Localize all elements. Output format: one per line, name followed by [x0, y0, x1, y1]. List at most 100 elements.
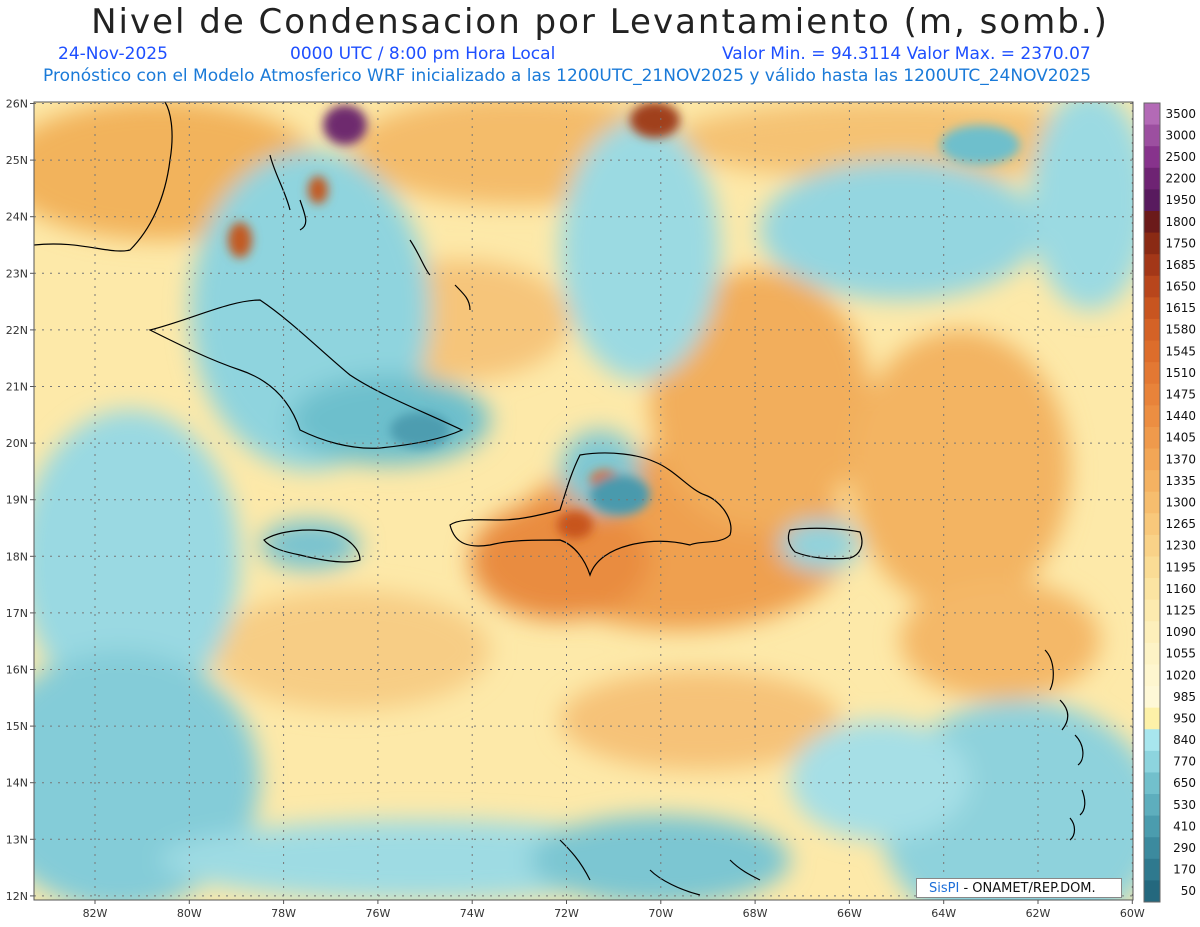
- colorbar-label: 1160: [1165, 582, 1196, 596]
- colorbar-swatch: [1144, 772, 1160, 795]
- colorbar-swatch: [1144, 167, 1160, 190]
- colorbar-label: 1055: [1165, 647, 1196, 661]
- colorbar-label: 1370: [1165, 452, 1196, 466]
- colorbar-label: 1475: [1165, 388, 1196, 402]
- colorbar-label: 1440: [1165, 409, 1196, 423]
- colorbar-label: 410: [1173, 819, 1196, 833]
- longitude-label: 76W: [365, 907, 390, 920]
- colorbar-label: 1650: [1165, 280, 1196, 294]
- latitude-label: 14N: [6, 777, 28, 790]
- colorbar-label: 1230: [1165, 539, 1196, 553]
- colorbar-swatch: [1144, 837, 1160, 860]
- colorbar-label: 3000: [1165, 128, 1196, 142]
- colorbar-label: 840: [1173, 733, 1196, 747]
- latitude-label: 12N: [6, 890, 28, 903]
- colorbar-swatch: [1144, 621, 1160, 644]
- colorbar-swatch: [1144, 642, 1160, 665]
- colorbar-label: 1950: [1165, 193, 1196, 207]
- colorbar-label: 50: [1181, 884, 1196, 898]
- colorbar-label: 1335: [1165, 474, 1196, 488]
- colorbar-swatch: [1144, 232, 1160, 255]
- colorbar-label: 1615: [1165, 301, 1196, 315]
- south-america-coast: [559, 839, 761, 896]
- latitude-label: 21N: [6, 381, 28, 394]
- colorbar: 3500 3000 2500 2200 1950 1800 1750 1685 1650 1615…: [1143, 102, 1196, 903]
- colorbar-swatch: [1144, 318, 1160, 342]
- colorbar-swatch: [1144, 210, 1160, 234]
- map-frame: [33, 101, 1134, 901]
- colorbar-swatch: [1144, 297, 1160, 320]
- colorbar-swatch: [1144, 146, 1160, 169]
- colorbar-swatch: [1144, 491, 1160, 514]
- colorbar-swatch: [1144, 124, 1160, 147]
- colorbar-swatch: [1144, 534, 1160, 557]
- colorbar-label: 950: [1173, 711, 1196, 725]
- longitude-label: 74W: [460, 907, 485, 920]
- colorbar-swatch: [1144, 362, 1160, 385]
- longitude-label: 78W: [271, 907, 296, 920]
- colorbar-label: 1195: [1165, 560, 1196, 574]
- colorbar-swatch: [1144, 815, 1160, 838]
- colorbar-swatch: [1144, 470, 1160, 493]
- colorbar-label: 1090: [1165, 625, 1196, 639]
- credit-box: SisPI - ONAMET/REP.DOM.: [916, 878, 1122, 898]
- colorbar-label: 1125: [1165, 603, 1196, 617]
- colorbar-label: 170: [1173, 863, 1196, 877]
- colorbar-label: 770: [1173, 755, 1196, 769]
- colorbar-swatch: [1144, 707, 1160, 730]
- colorbar-swatch: [1144, 340, 1160, 363]
- bahamas-coast: [269, 154, 471, 311]
- longitude-label: 82W: [83, 907, 108, 920]
- colorbar-label: 650: [1173, 776, 1196, 790]
- longitude-label: 66W: [837, 907, 862, 920]
- latitude-label: 18N: [6, 550, 28, 563]
- colorbar-swatch: [1144, 578, 1160, 601]
- latitude-label: 13N: [6, 833, 28, 846]
- colorbar-label: 1265: [1165, 517, 1196, 531]
- colorbar-swatch: [1144, 556, 1160, 579]
- colorbar-swatch: [1144, 254, 1160, 277]
- colorbar-swatch: [1144, 405, 1160, 428]
- condensation-field: [34, 102, 1133, 900]
- colorbar-label: 290: [1173, 841, 1196, 855]
- longitude-label: 72W: [554, 907, 579, 920]
- jamaica-coast: [263, 529, 361, 563]
- model-description: Pronóstico con el Modelo Atmosferico WRF…: [43, 66, 1092, 86]
- colorbar-swatch: [1144, 750, 1160, 773]
- latitude-label: 25N: [6, 154, 28, 167]
- colorbar-swatch: [1144, 880, 1160, 903]
- colorbar-swatch: [1144, 599, 1160, 622]
- latitude-label: 24N: [6, 211, 28, 224]
- colorbar-label: 530: [1173, 798, 1196, 812]
- latitude-label: 26N: [6, 98, 28, 111]
- colorbar-swatch: [1144, 275, 1160, 298]
- colorbar-swatch: [1144, 858, 1160, 881]
- colorbar-label: 1750: [1165, 236, 1196, 250]
- colorbar-label: 1510: [1165, 366, 1196, 380]
- latitude-labels: 26N 25N 24N 23N 22N 21N 20N 19N 18N 17N 16N 15N 14N 1…: [6, 98, 34, 903]
- credit-text: - ONAMET/REP.DOM.: [959, 881, 1096, 896]
- latitude-label: 20N: [6, 437, 28, 450]
- colorbar-swatch: [1144, 383, 1160, 406]
- colorbar-frame: [1143, 102, 1161, 903]
- latitude-label: 15N: [6, 720, 28, 733]
- colorbar-swatch: [1144, 686, 1160, 709]
- longitude-label: 62W: [1026, 907, 1051, 920]
- longitude-label: 70W: [648, 907, 673, 920]
- longitude-label: 80W: [177, 907, 202, 920]
- colorbar-swatch: [1144, 794, 1160, 817]
- longitude-label: 64W: [931, 907, 956, 920]
- colorbar-swatch: [1144, 426, 1160, 450]
- colorbar-label: 985: [1173, 690, 1196, 704]
- colorbar-label: 1800: [1165, 215, 1196, 229]
- colorbar-label: 2500: [1165, 150, 1196, 164]
- colorbar-label: 1580: [1165, 323, 1196, 337]
- cuba-coast: [148, 299, 464, 449]
- colorbar-swatch: [1144, 448, 1160, 471]
- colorbar-swatch: [1144, 513, 1160, 536]
- forecast-date: 24-Nov-2025: [58, 44, 168, 64]
- forecast-time: 0000 UTC / 8:00 pm Hora Local: [290, 44, 556, 64]
- colorbar-label: 3500: [1165, 107, 1196, 121]
- colorbar-swatch: [1144, 103, 1160, 126]
